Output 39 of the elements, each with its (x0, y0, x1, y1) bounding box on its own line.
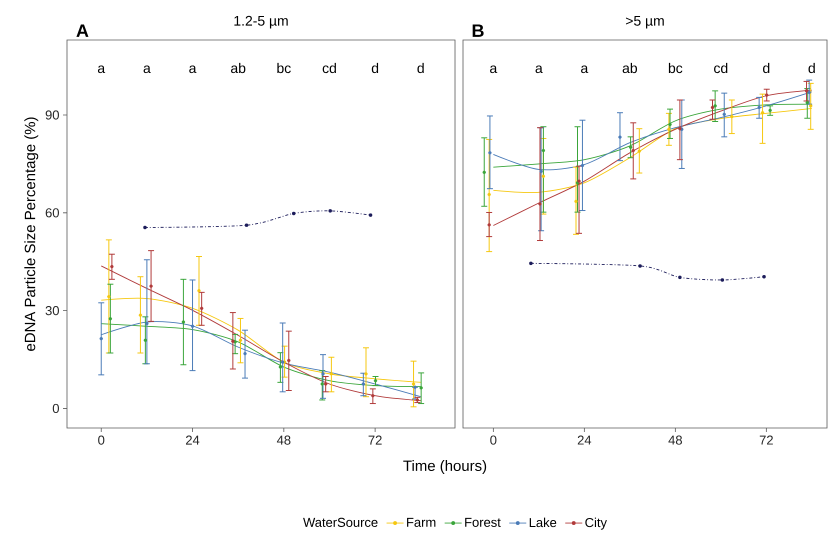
annotation: a (536, 65, 543, 74)
chart-title: B (472, 24, 484, 37)
legend-label: City (585, 518, 607, 530)
annotation: ab (622, 62, 638, 74)
legend-title: WaterSource (303, 518, 378, 527)
y-tick-label: 30 (46, 306, 59, 316)
x-tick-label: 24 (578, 436, 592, 445)
y-tick-label: 90 (46, 110, 59, 120)
annotation: a (189, 65, 196, 74)
annotation: a (581, 65, 588, 74)
annotation: d (372, 62, 378, 74)
x-tick-label: 72 (368, 436, 382, 445)
annotation: ab (231, 62, 246, 74)
annotation: a (98, 65, 106, 74)
annotation: a (144, 65, 151, 74)
x-tick-label: 24 (186, 436, 200, 445)
x-tick-label: 0 (98, 436, 104, 445)
x-tick-label: 48 (668, 436, 682, 445)
annotation: a (490, 65, 498, 74)
annotation: d (417, 62, 424, 74)
x-tick-label: 0 (490, 436, 496, 445)
y-axis-title: eDNA Particle Size Percentage (%) (24, 117, 38, 351)
annotation: cd (322, 62, 336, 74)
x-tick-label: 72 (760, 436, 773, 445)
legend-label: Farm (407, 518, 436, 527)
x-axis-title: Time (hours) (403, 460, 486, 474)
annotation: d (763, 62, 770, 74)
annotation: d (808, 62, 815, 74)
legend-label: Lake (530, 518, 556, 528)
legend-label: Forest (465, 518, 501, 527)
chart-subtitle: 1.2-5 µm (234, 16, 288, 28)
y-tick-label: 60 (46, 208, 59, 218)
chart-title: A (76, 24, 88, 37)
annotation: cd (714, 62, 728, 74)
annotation: bc (277, 62, 291, 74)
chart-subtitle: >5 µm (626, 16, 664, 28)
x-tick-label: 48 (276, 436, 290, 445)
annotation: bc (668, 62, 682, 74)
y-tick-label: 0 (52, 404, 59, 414)
